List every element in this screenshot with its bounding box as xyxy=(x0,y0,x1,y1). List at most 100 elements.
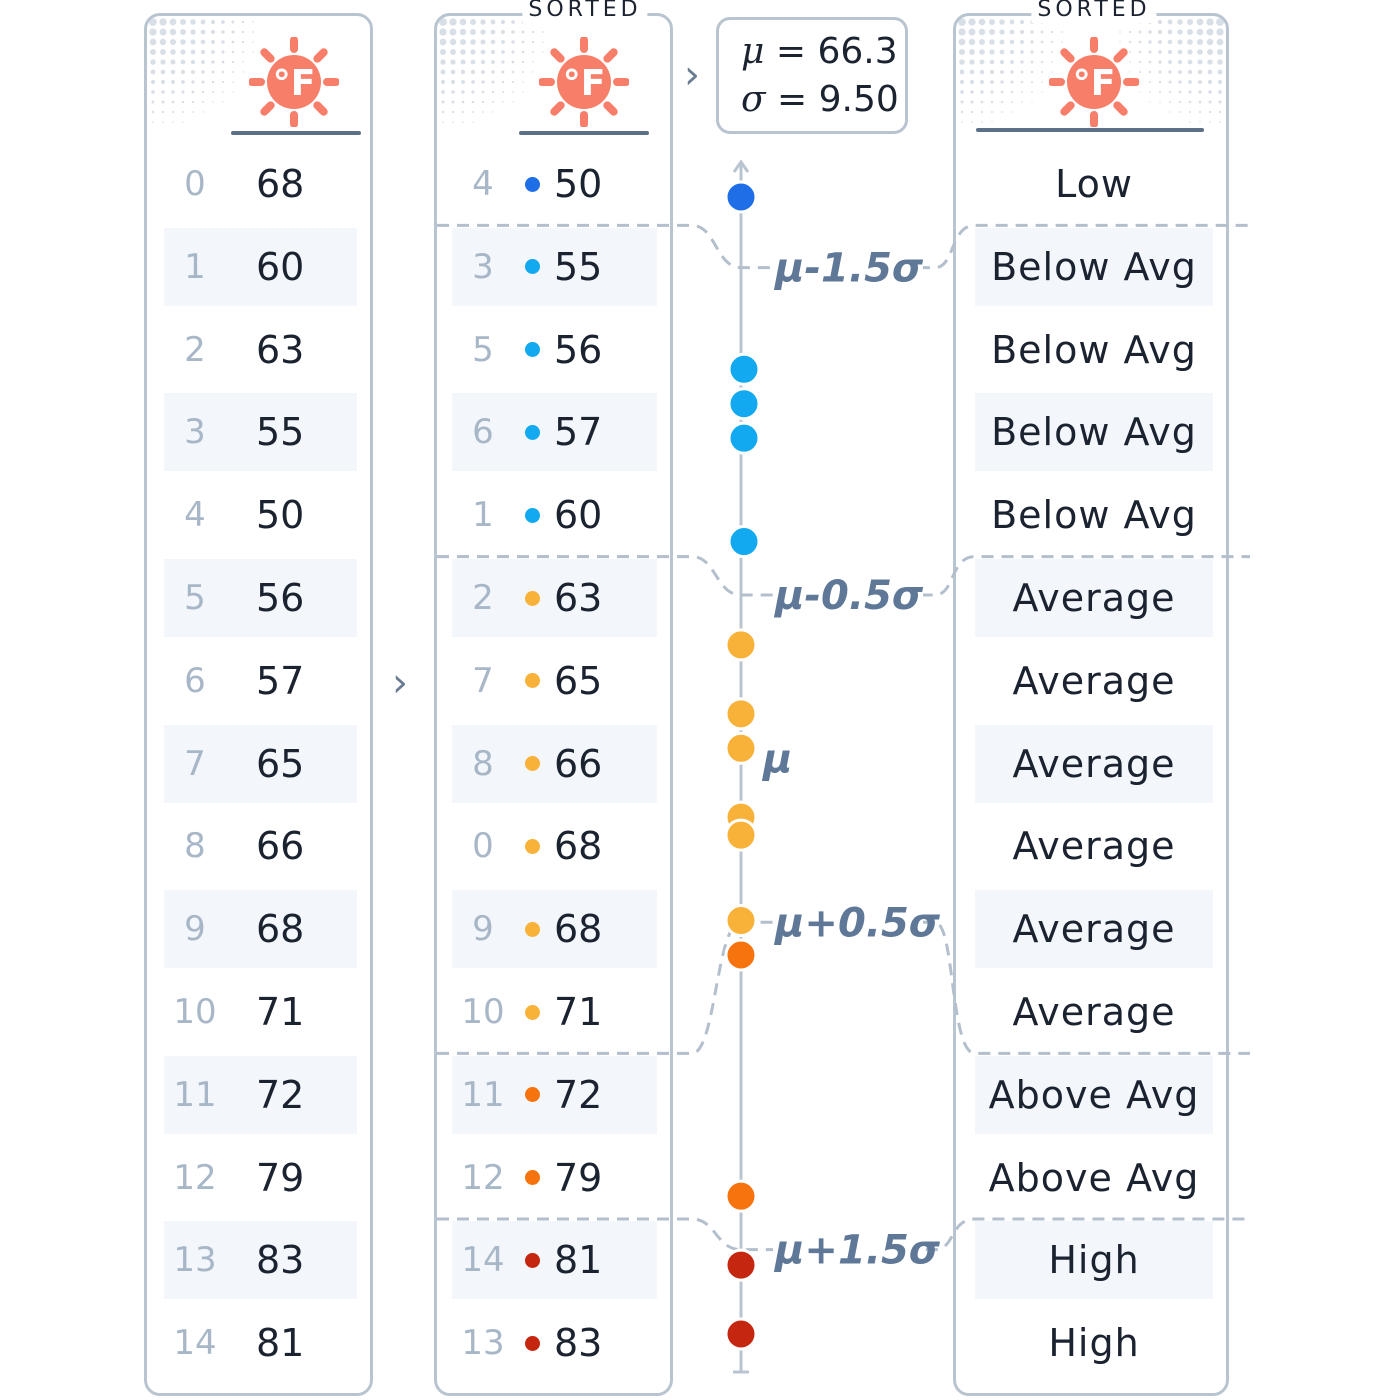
label-backdrop xyxy=(773,239,923,290)
sorted-row: 14 81 xyxy=(452,1221,657,1300)
svg-text:°F: °F xyxy=(563,63,606,104)
category-row: Above Avg xyxy=(975,1139,1213,1217)
row-value: 68 xyxy=(256,907,305,952)
category-dot xyxy=(525,1252,540,1268)
row-value: 50 xyxy=(554,162,603,206)
category-label: Low xyxy=(1055,162,1133,206)
dot-texture xyxy=(149,18,254,123)
category-panel-header: °F xyxy=(956,16,1226,151)
header-rule xyxy=(231,131,361,135)
original-row: 14 81 xyxy=(164,1304,357,1382)
row-value: 68 xyxy=(554,824,603,869)
dot-texture xyxy=(1119,18,1224,123)
category-row: Below Avg xyxy=(975,311,1213,389)
row-value: 79 xyxy=(554,1155,603,1200)
data-point xyxy=(724,904,758,938)
row-value: 66 xyxy=(554,741,603,786)
chevron-right-icon: › xyxy=(392,660,408,706)
data-point xyxy=(724,731,758,765)
category-label: Average xyxy=(1012,990,1176,1034)
threshold-line xyxy=(437,555,1250,597)
row-value: 56 xyxy=(554,327,603,372)
original-panel: °F 0 68 1 60 2 63 3 55 4 50 5 56 6 57 7 65 8 66 9 68 10 71 11 7… xyxy=(144,13,373,1396)
row-value: 60 xyxy=(256,244,305,289)
row-index: 3 xyxy=(472,246,494,287)
category-dot xyxy=(525,1004,540,1020)
row-value: 56 xyxy=(256,576,305,620)
category-label: High xyxy=(1048,1321,1140,1366)
sorted-row: 5 56 xyxy=(452,311,657,389)
category-row: Below Avg xyxy=(975,227,1213,306)
label-backdrop xyxy=(773,566,923,617)
sorted-row: 1 60 xyxy=(452,476,657,554)
data-point xyxy=(724,1179,758,1213)
category-row: Low xyxy=(975,145,1213,223)
row-value: 65 xyxy=(256,741,305,786)
row-index: 13 xyxy=(173,1240,217,1281)
original-row: 3 55 xyxy=(164,393,357,472)
mean-value: 66.3 xyxy=(817,31,898,72)
row-value: 57 xyxy=(256,658,305,703)
threshold-label: μ-0.5σ xyxy=(773,573,924,619)
sorted-row: 10 71 xyxy=(452,973,657,1051)
original-row: 7 65 xyxy=(164,724,357,803)
sorted-row: 11 72 xyxy=(452,1055,657,1134)
row-index: 12 xyxy=(461,1157,505,1198)
row-value: 83 xyxy=(554,1321,603,1366)
row-value: 50 xyxy=(256,493,305,538)
dot-texture xyxy=(439,18,544,123)
row-index: 4 xyxy=(184,495,206,536)
category-row: Below Avg xyxy=(975,393,1213,472)
row-value: 72 xyxy=(554,1072,603,1117)
threshold-label: μ+0.5σ xyxy=(773,900,941,946)
original-row: 10 71 xyxy=(164,973,357,1051)
stats-box: μ = 66.3 σ = 9.50 xyxy=(716,17,908,134)
row-index: 6 xyxy=(184,660,206,701)
label-backdrop xyxy=(773,1221,923,1272)
row-value: 57 xyxy=(554,410,603,455)
svg-text:°F: °F xyxy=(1073,63,1116,104)
sun-fahrenheit-icon: °F xyxy=(539,37,629,127)
data-point xyxy=(724,938,758,972)
row-index: 5 xyxy=(472,329,494,370)
sorted-label-3: SORTED xyxy=(1031,0,1157,23)
category-dot xyxy=(525,1170,540,1186)
category-dot xyxy=(525,1087,540,1103)
data-point xyxy=(727,421,761,455)
header-rule xyxy=(519,131,649,135)
row-value: 83 xyxy=(256,1238,305,1283)
sorted-row: 13 83 xyxy=(452,1304,657,1382)
category-dot xyxy=(525,921,540,937)
row-index: 0 xyxy=(472,826,494,867)
mean-stat: μ = 66.3 xyxy=(741,31,898,72)
row-value: 65 xyxy=(554,658,603,703)
data-point xyxy=(727,525,761,559)
row-index: 1 xyxy=(184,246,206,287)
category-label: Above Avg xyxy=(988,1072,1200,1117)
row-index: 8 xyxy=(472,743,494,784)
row-index: 13 xyxy=(461,1323,505,1364)
category-row: Average xyxy=(975,642,1213,720)
row-index: 4 xyxy=(472,164,494,204)
category-dot xyxy=(525,342,540,358)
row-value: 81 xyxy=(256,1321,305,1366)
category-row: High xyxy=(975,1304,1213,1382)
data-point xyxy=(724,1248,758,1282)
original-panel-header: °F xyxy=(147,16,370,151)
mu-symbol: μ xyxy=(741,31,765,72)
sorted-row: 9 68 xyxy=(452,890,657,969)
sorted-row: 12 79 xyxy=(452,1139,657,1217)
category-panel: °F Low Below Avg Below Avg Below Avg Below A… xyxy=(953,13,1229,1396)
sorted-row: 2 63 xyxy=(452,559,657,637)
data-point xyxy=(724,628,758,662)
original-row: 4 50 xyxy=(164,476,357,554)
category-row: Above Avg xyxy=(975,1055,1213,1134)
category-label: Above Avg xyxy=(988,1155,1200,1200)
category-dot xyxy=(525,756,540,772)
sorted-panel-header: °F xyxy=(437,16,670,151)
threshold-line xyxy=(437,1217,1250,1252)
category-dot xyxy=(525,673,540,689)
original-row: 9 68 xyxy=(164,890,357,969)
data-point xyxy=(724,818,758,852)
